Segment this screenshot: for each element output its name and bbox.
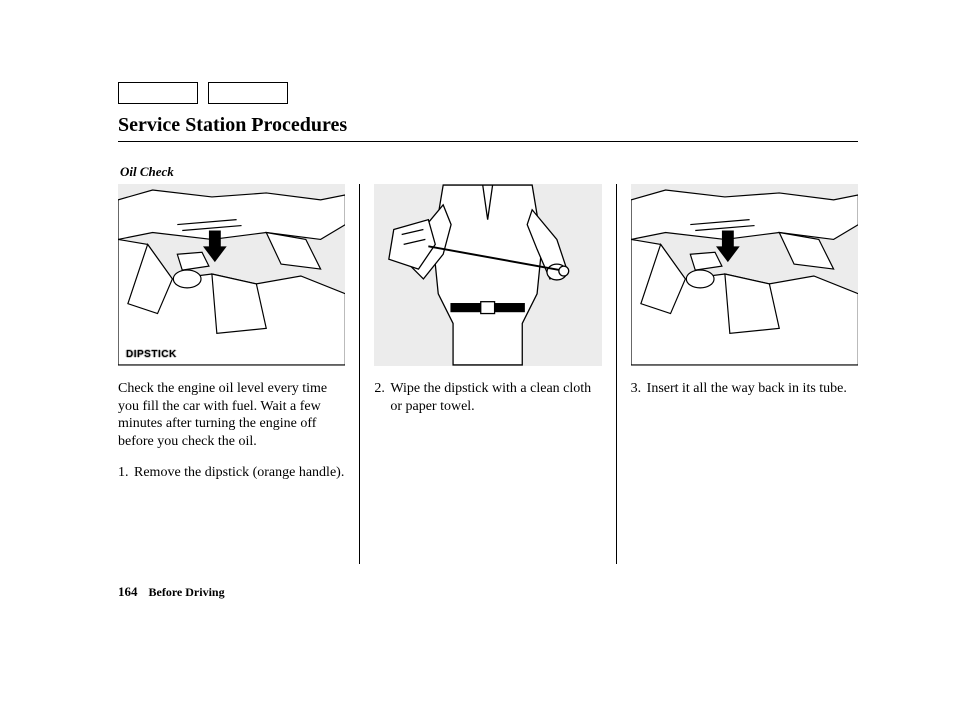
column-1: DIPSTICK Check the engine oil level ever…	[118, 184, 359, 564]
step-text: Remove the dipstick (orange handle).	[134, 464, 345, 482]
column-2: 2. Wipe the dipstick with a clean cloth …	[359, 184, 615, 564]
wipe-dipstick-illustration	[374, 184, 601, 366]
column-3: 3. Insert it all the way back in its tub…	[616, 184, 858, 564]
engine-dipstick-illustration	[118, 184, 345, 366]
figure-wipe-dipstick	[374, 184, 601, 366]
step-number: 1.	[118, 464, 134, 482]
page-number: 164	[118, 584, 138, 599]
step-number: 3.	[631, 380, 647, 398]
engine-dipstick-illustration	[631, 184, 858, 366]
header-box	[208, 82, 288, 104]
page-title: Service Station Procedures	[118, 114, 858, 137]
footer-section: Before Driving	[149, 585, 225, 599]
title-row: Service Station Procedures	[118, 114, 858, 142]
section-subtitle: Oil Check	[118, 164, 858, 180]
page-footer: 164 Before Driving	[118, 584, 225, 600]
step-number: 2.	[374, 380, 390, 415]
intro-text: Check the engine oil level every time yo…	[118, 380, 345, 450]
content-columns: DIPSTICK Check the engine oil level ever…	[118, 184, 858, 564]
figure-engine-dipstick	[631, 184, 858, 366]
manual-page: Service Station Procedures Oil Check	[0, 0, 954, 710]
header-placeholder-boxes	[118, 82, 858, 104]
figure-engine-dipstick: DIPSTICK	[118, 184, 345, 366]
step-item: 3. Insert it all the way back in its tub…	[631, 380, 858, 398]
step-item: 2. Wipe the dipstick with a clean cloth …	[374, 380, 601, 415]
header-box	[118, 82, 198, 104]
figure-label: DIPSTICK	[126, 349, 177, 360]
step-text: Insert it all the way back in its tube.	[647, 380, 858, 398]
step-item: 1. Remove the dipstick (orange handle).	[118, 464, 345, 482]
step-text: Wipe the dipstick with a clean cloth or …	[390, 380, 601, 415]
